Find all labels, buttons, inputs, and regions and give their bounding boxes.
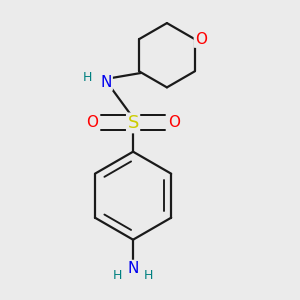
Text: H: H bbox=[144, 269, 153, 282]
Text: O: O bbox=[195, 32, 207, 47]
Text: N: N bbox=[128, 261, 139, 276]
Text: H: H bbox=[83, 71, 92, 84]
Text: H: H bbox=[113, 269, 122, 282]
Text: S: S bbox=[128, 114, 139, 132]
Text: O: O bbox=[168, 116, 180, 130]
Text: N: N bbox=[100, 75, 112, 90]
Text: O: O bbox=[86, 116, 98, 130]
